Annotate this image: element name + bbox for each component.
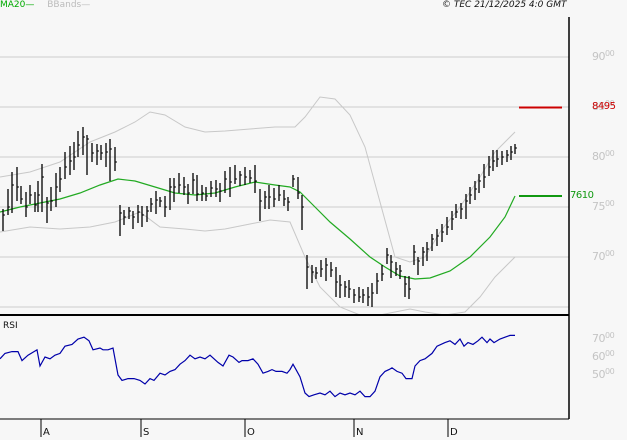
axis-label: 8000 — [592, 149, 615, 163]
axis-label: 9000 — [592, 49, 615, 63]
chart-frame — [0, 17, 570, 420]
support-label: 7610 — [570, 190, 594, 201]
copyright-timestamp: © TEC 21/12/2025 4:0 GMT — [442, 0, 567, 10]
x-label-s: S — [143, 427, 150, 438]
x-label-a: A — [43, 427, 50, 438]
x-label-n: N — [356, 427, 364, 438]
x-axis-ticks — [40, 419, 449, 437]
axis-label: 5000 — [592, 367, 615, 381]
axis-label: 7000 — [592, 249, 615, 263]
bband-path — [0, 96, 516, 263]
ohlc-bars — [2, 127, 517, 307]
axis-label: 6000 — [592, 349, 615, 363]
price-grid — [0, 56, 569, 308]
bband-path — [0, 211, 516, 316]
axis-label: 7000 — [592, 331, 615, 345]
bollinger-bands — [0, 96, 516, 316]
rsi-title: RSI — [3, 321, 18, 331]
rsi-path — [0, 334, 515, 398]
axis-label: 8500 — [592, 99, 615, 113]
support-resistance-levels — [519, 106, 562, 197]
axis-label: 7500 — [592, 199, 615, 213]
ma20-line — [0, 178, 516, 280]
legend-bbands: BBands— — [47, 0, 91, 10]
legend-ma20: MA20— — [0, 0, 35, 10]
x-label-o: O — [247, 427, 255, 438]
resistance-label: 8495 — [592, 101, 616, 112]
legend: MA20— BBands— — [0, 0, 90, 11]
ma20-path — [0, 178, 516, 280]
rsi-line — [0, 334, 515, 398]
x-label-d: D — [450, 427, 458, 438]
